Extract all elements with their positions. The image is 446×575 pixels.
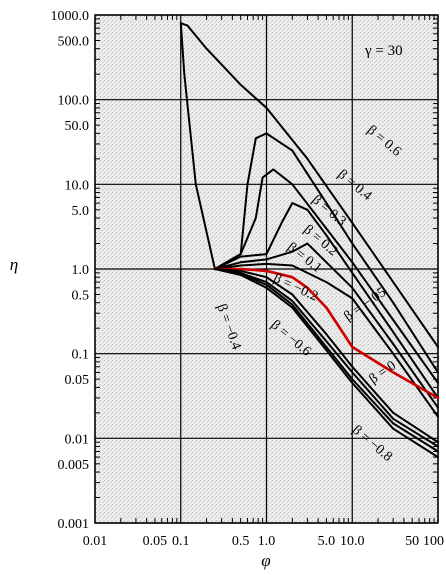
y-tick-label: 0.005 [58, 458, 90, 473]
series-line [213, 268, 439, 448]
y-tick-labels: 1000.0 500.0 100.0 50.0 10.0 5.0 1.0 0.5 0.1 0.05… [51, 9, 90, 532]
x-axis-label: φ [261, 551, 270, 570]
y-tick-label: 500.0 [58, 34, 90, 49]
y-tick-label: 5.0 [72, 204, 90, 219]
x-tick-label: 0.1 [172, 534, 190, 549]
y-tick-label: 0.01 [65, 432, 90, 447]
y-tick-label: 0.05 [65, 373, 90, 388]
gamma-annotation: γ = 30 [364, 43, 403, 59]
series-line [179, 22, 439, 348]
y-tick-label: 0.1 [72, 348, 90, 363]
series-line [213, 267, 440, 400]
x-tick-label: 5.0 [318, 534, 336, 549]
y-tick-label: 100.0 [58, 94, 90, 109]
x-tick-label: 1.0 [258, 534, 276, 549]
y-tick-label: 0.001 [58, 517, 90, 532]
x-tick-label: 0.05 [143, 534, 168, 549]
x-tick-label: 50 [405, 534, 419, 549]
y-tick-label: 50.0 [65, 119, 90, 134]
grid [94, 14, 439, 524]
x-tick-label: 0.01 [83, 534, 108, 549]
series-line [213, 268, 439, 459]
series-line [213, 168, 439, 384]
series-line [213, 132, 439, 374]
x-tick-label: 10.0 [340, 534, 365, 549]
y-tick-label: 10.0 [65, 178, 90, 193]
series-line [213, 268, 439, 444]
curves [179, 22, 440, 459]
series-line [213, 262, 439, 418]
y-axis-label: η [10, 255, 18, 274]
y-tick-label: 1.0 [72, 263, 90, 278]
x-tick-label: 0.5 [232, 534, 250, 549]
series-line [213, 202, 439, 399]
series-line [213, 268, 439, 453]
y-tick-label: 1000.0 [51, 9, 90, 24]
series-line [213, 242, 439, 409]
x-tick-labels: 0.01 0.05 0.1 0.5 1.0 5.0 10.0 50 100 [83, 534, 444, 549]
x-tick-label: 100 [423, 534, 444, 549]
y-tick-label: 0.5 [72, 288, 90, 303]
